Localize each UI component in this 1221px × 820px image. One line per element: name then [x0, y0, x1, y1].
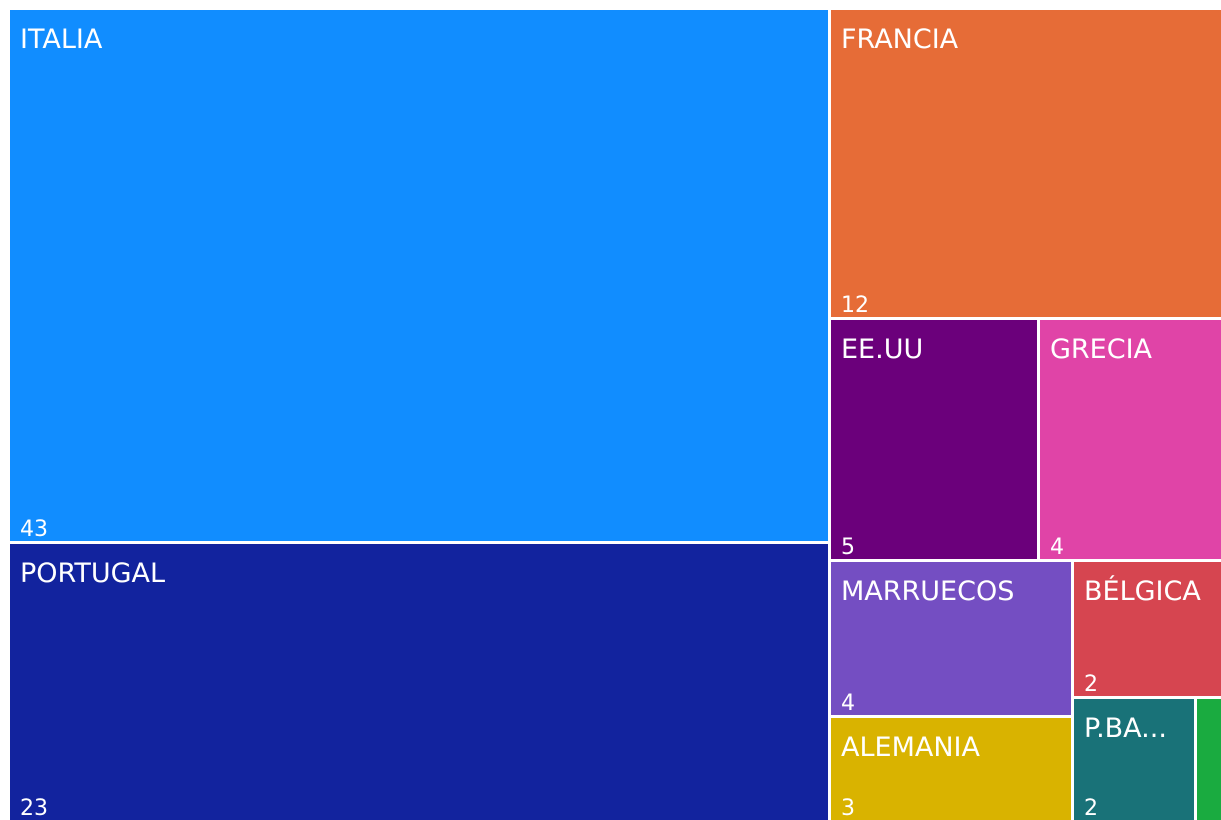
tile-value-ee-uu: 5 [841, 534, 855, 559]
tile-belgica[interactable]: BÉLGICA 2 [1074, 562, 1221, 696]
tile-value-italia: 43 [20, 516, 48, 541]
tile-label-portugal: PORTUGAL [20, 558, 166, 589]
tile-small-green[interactable] [1197, 699, 1221, 820]
tile-paises-bajos[interactable]: P.BA... 2 [1074, 699, 1194, 820]
tile-label-francia: FRANCIA [841, 24, 959, 55]
tile-alemania[interactable]: ALEMANIA 3 [831, 718, 1071, 820]
tile-label-paises-bajos: P.BA... [1084, 713, 1167, 744]
tile-marruecos[interactable]: MARRUECOS 4 [831, 562, 1071, 715]
tile-label-marruecos: MARRUECOS [841, 576, 1015, 607]
tile-francia[interactable]: FRANCIA 12 [831, 10, 1221, 317]
tile-value-paises-bajos: 2 [1084, 795, 1098, 820]
tile-value-alemania: 3 [841, 795, 855, 820]
tile-value-francia: 12 [841, 292, 869, 317]
tile-value-marruecos: 4 [841, 690, 855, 715]
tile-label-italia: ITALIA [20, 24, 103, 55]
tile-label-grecia: GRECIA [1050, 334, 1153, 365]
tile-grecia[interactable]: GRECIA 4 [1040, 320, 1221, 559]
tile-value-belgica: 2 [1084, 671, 1098, 696]
tile-portugal[interactable]: PORTUGAL 23 [10, 544, 828, 820]
tile-italia[interactable]: ITALIA 43 [10, 10, 828, 541]
tile-ee-uu[interactable]: EE.UU 5 [831, 320, 1037, 559]
tile-label-alemania: ALEMANIA [841, 732, 980, 763]
tile-value-grecia: 4 [1050, 534, 1064, 559]
tile-value-portugal: 23 [20, 795, 48, 820]
tile-label-belgica: BÉLGICA [1084, 576, 1201, 607]
tile-label-ee-uu: EE.UU [841, 334, 924, 365]
